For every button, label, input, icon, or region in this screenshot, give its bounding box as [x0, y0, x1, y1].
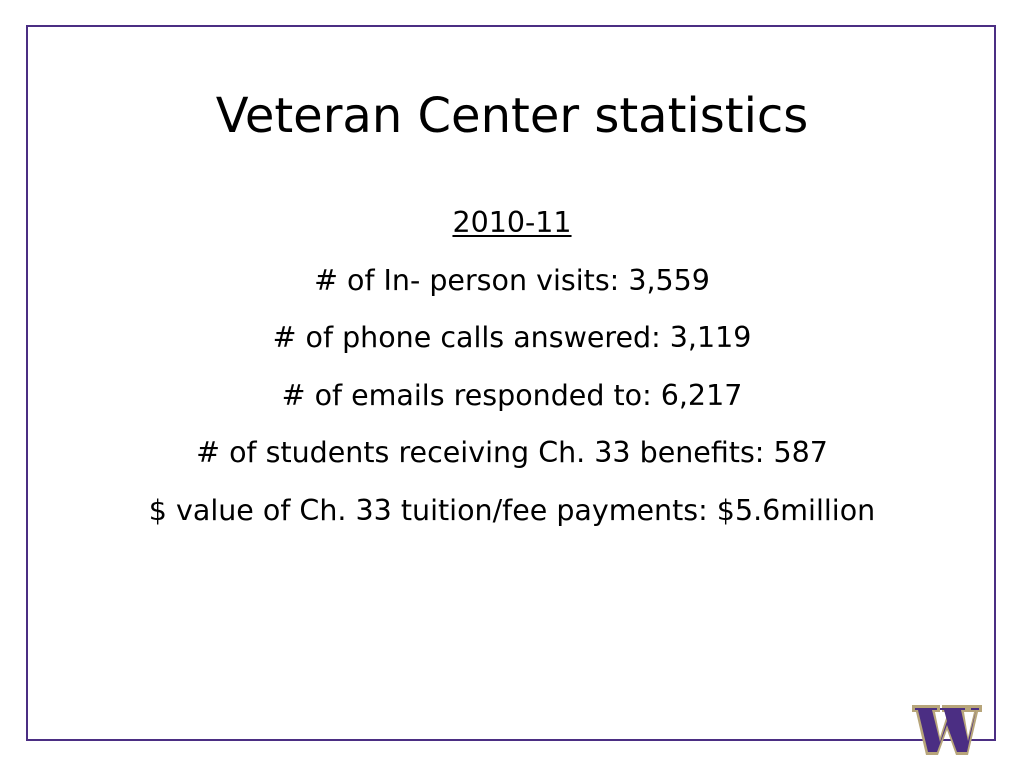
- year-text: 2010-11: [452, 206, 572, 239]
- stat-line-emails: # of emails responded to: 6,217: [281, 378, 743, 412]
- slide-frame: [26, 25, 996, 741]
- slide-title: Veteran Center statistics: [215, 88, 809, 144]
- stat-line-phone-calls: # of phone calls answered: 3,119: [272, 321, 752, 354]
- stat-line-payments: $ value of Ch. 33 tuition/fee payments: …: [148, 493, 876, 527]
- stat-line-students: # of students receiving Ch. 33 benefits:…: [196, 436, 828, 469]
- uw-w-logo-icon: [912, 705, 982, 755]
- year-heading: 2010-11: [40, 194, 984, 252]
- slide-content: 2010-11 # of In- person visits: 3,559 # …: [40, 194, 984, 539]
- stat-line-visits: # of In- person visits: 3,559: [314, 263, 710, 297]
